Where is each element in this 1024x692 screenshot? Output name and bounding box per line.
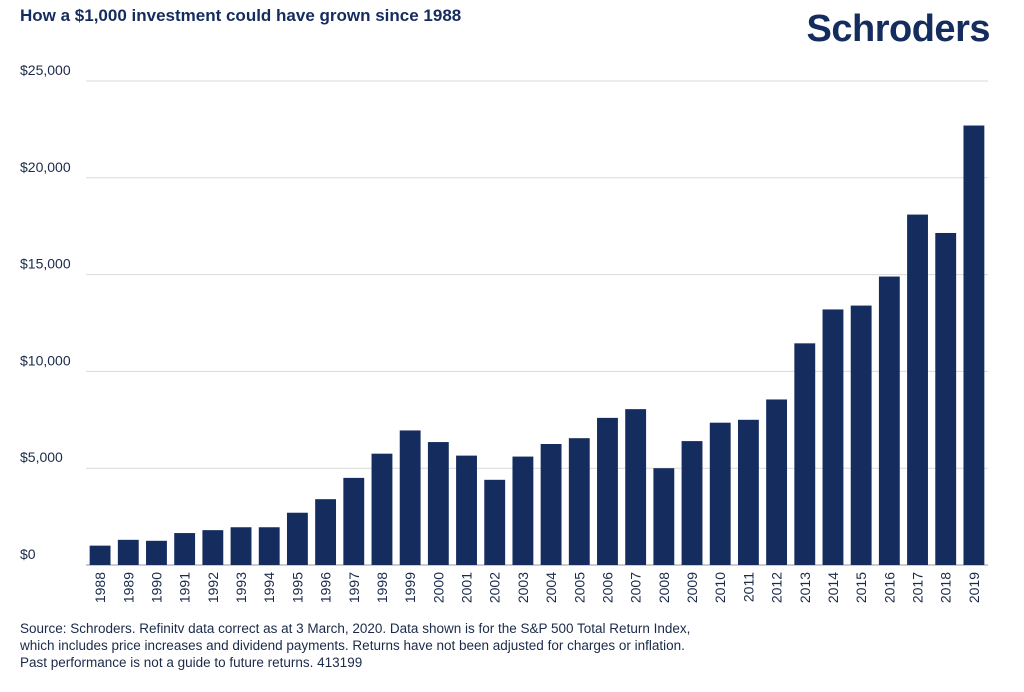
bar-2016 (878, 276, 900, 565)
x-tick-label: 2016 (881, 572, 897, 603)
chart-title: How a $1,000 investment could have grown… (20, 6, 462, 25)
bar-1996 (315, 499, 337, 565)
x-tick-label: 2008 (656, 572, 672, 603)
x-tick-label: 2004 (543, 572, 559, 603)
x-tick-label: 1999 (402, 572, 418, 603)
bar-1998 (371, 453, 393, 565)
bar-2011 (737, 419, 759, 565)
x-tick-label: 2010 (712, 572, 728, 603)
x-tick-label: 2002 (487, 572, 503, 603)
source-line: Source: Schroders. Refinitv data correct… (20, 621, 691, 636)
source-line: Past performance is not a guide to futur… (20, 655, 363, 670)
bars (89, 125, 985, 566)
source-line: which includes price increases and divid… (20, 638, 685, 653)
bar-2013 (794, 343, 816, 565)
x-tick-label: 1992 (205, 572, 221, 603)
x-tick-label: 1988 (92, 572, 108, 603)
bar-1992 (202, 530, 224, 565)
y-tick-label: $0 (20, 546, 36, 562)
x-tick-label: 2019 (966, 572, 982, 603)
bar-2017 (907, 214, 928, 565)
bar-2012 (766, 399, 788, 565)
y-tick-label: $25,000 (20, 62, 71, 78)
x-tick-label: 2006 (599, 572, 615, 603)
x-tick-label: 1994 (261, 572, 277, 603)
x-tick-label: 1997 (346, 572, 362, 603)
x-tick-label: 2007 (628, 572, 644, 603)
bar-1999 (399, 430, 421, 565)
schroders-logo: Schroders (806, 8, 991, 50)
bar-1991 (174, 533, 196, 565)
x-tick-label: 2018 (938, 572, 954, 603)
y-tick-label: $15,000 (20, 256, 71, 272)
bar-2014 (822, 309, 844, 565)
y-tick-label: $5,000 (20, 449, 63, 465)
bar-2005 (568, 438, 590, 565)
x-tick-label: 2001 (459, 572, 475, 603)
bar-2003 (512, 456, 534, 565)
x-tick-label: 2011 (740, 572, 756, 602)
x-tick-label: 2017 (910, 572, 926, 603)
bar-1989 (117, 539, 139, 565)
x-tick-label: 2013 (797, 572, 813, 603)
x-tick-label: 1991 (177, 572, 193, 603)
bar-2019 (963, 125, 985, 565)
x-tick-label: 1995 (289, 572, 305, 603)
x-tick-label: 1990 (148, 572, 164, 603)
x-tick-label: 1993 (233, 572, 249, 603)
x-tick-label: 2014 (825, 572, 841, 603)
bar-2007 (625, 409, 647, 565)
source-note: Source: Schroders. Refinitv data correct… (20, 620, 1000, 671)
x-tick-label: 2000 (430, 572, 446, 603)
bar-2010 (709, 422, 731, 565)
x-tick-label: 1998 (374, 572, 390, 603)
bar-2002 (484, 479, 506, 565)
bar-2004 (540, 444, 562, 565)
bar-2006 (597, 417, 618, 565)
bar-1995 (286, 512, 308, 565)
x-tick-label: 1989 (120, 572, 136, 603)
bar-2009 (681, 441, 703, 565)
bar-2001 (456, 455, 477, 565)
bar-2018 (935, 232, 957, 566)
y-tick-label: $10,000 (20, 352, 71, 368)
x-tick-label: 2009 (684, 572, 700, 603)
x-tick-label: 2003 (515, 572, 531, 603)
y-axis-ticks: $0 $5,000 $10,000 $15,000 $20,000 $25,000 (20, 62, 71, 562)
x-tick-label: 1996 (318, 572, 334, 603)
bar-1990 (146, 540, 167, 565)
y-tick-label: $20,000 (20, 159, 71, 175)
x-tick-label: 2015 (853, 572, 869, 603)
bar-2008 (653, 468, 675, 565)
bar-1997 (343, 477, 365, 565)
bar-2000 (427, 442, 449, 565)
bar-2015 (850, 305, 872, 565)
bar-1988 (89, 545, 111, 565)
bar-1994 (258, 527, 280, 565)
x-tick-label: 2012 (769, 572, 785, 603)
bar-1993 (230, 527, 252, 565)
x-tick-label: 2005 (571, 572, 587, 603)
x-axis-ticks: 1988 1989 1990 1991 1992 1993 1994 1995 1996 1997… (92, 572, 982, 603)
bar-chart: $0 $5,000 $10,000 $15,000 $20,000 $25,000 198… (20, 62, 988, 603)
